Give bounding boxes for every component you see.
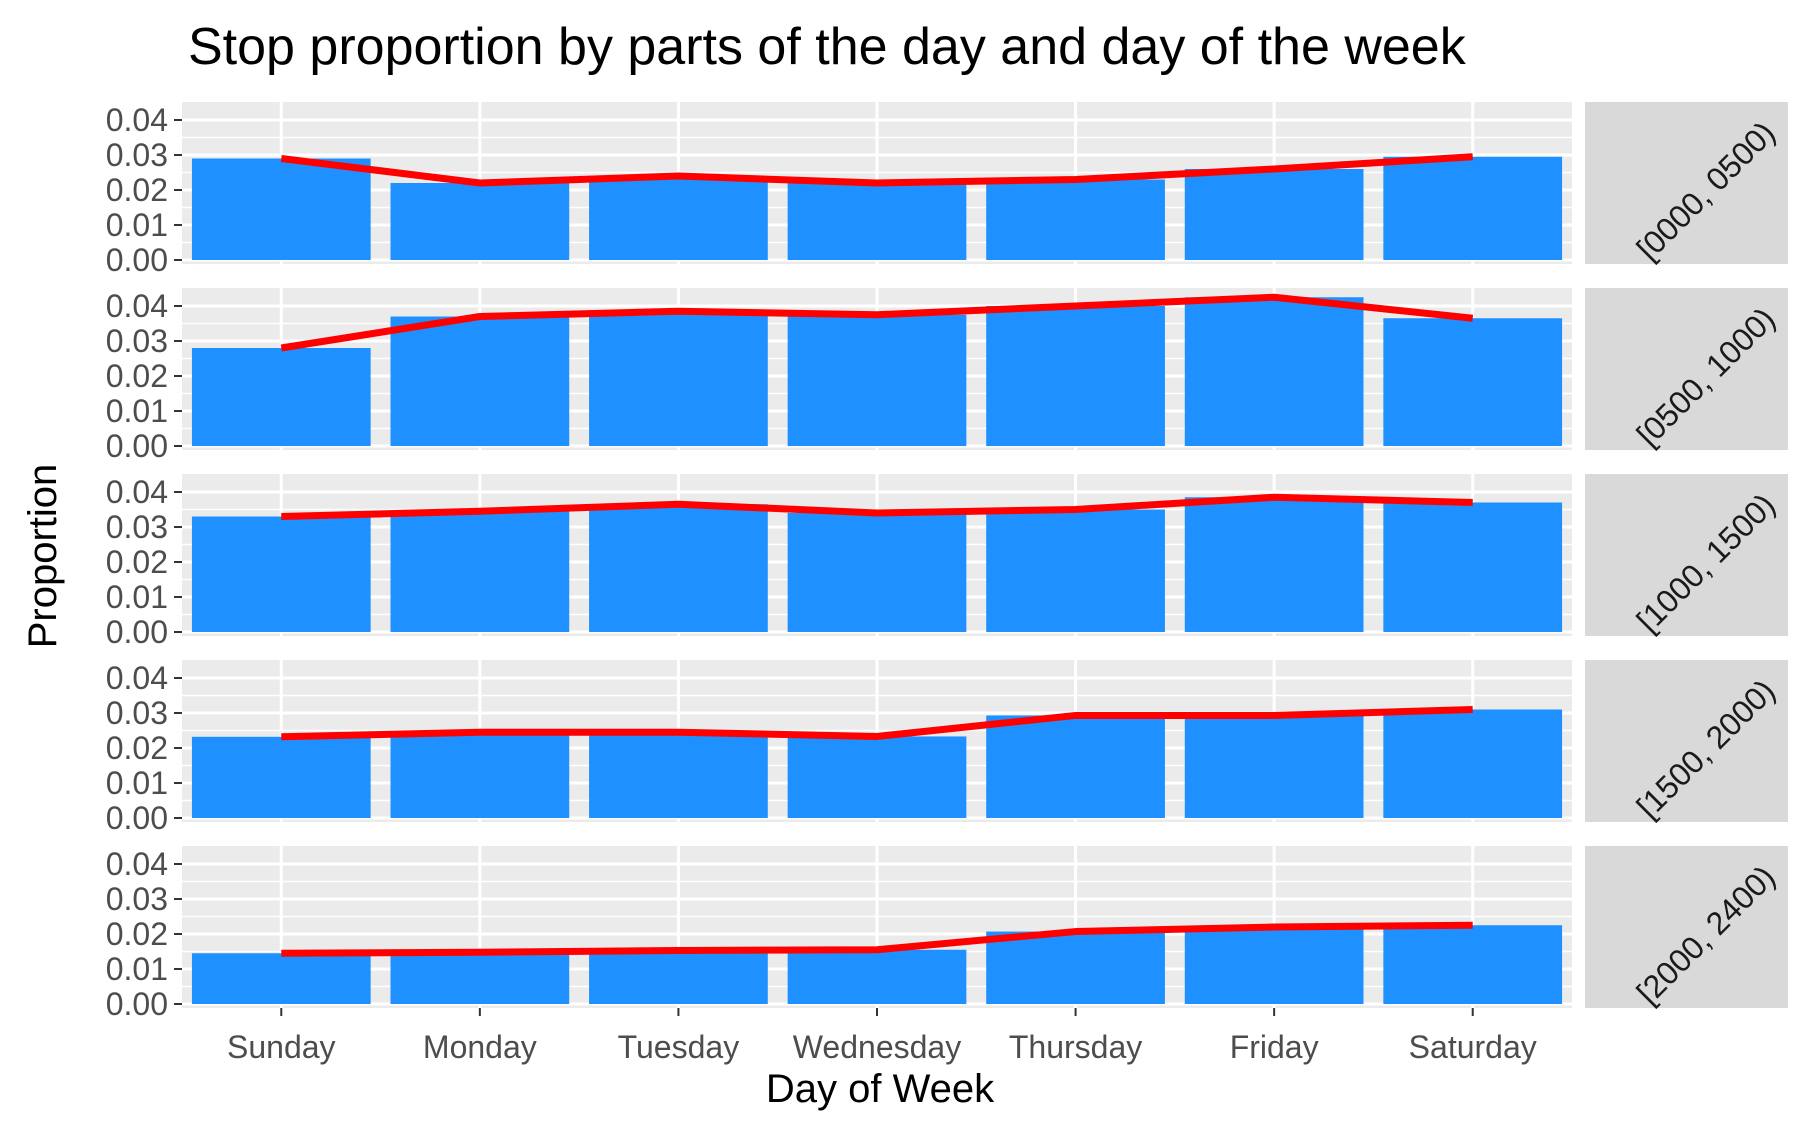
bar [1383, 925, 1563, 1004]
y-tick-label: 0.03 [106, 695, 168, 731]
y-tick-label: 0.04 [106, 660, 168, 696]
bar [986, 931, 1165, 1004]
y-tick-label: 0.00 [106, 242, 168, 278]
bar [986, 179, 1165, 260]
x-tick-label: Tuesday [618, 1029, 740, 1065]
facet-strip [1585, 474, 1788, 636]
series-line [281, 493, 1473, 520]
x-tick-label: Sunday [227, 1029, 336, 1065]
bar [1383, 318, 1563, 446]
bar [589, 732, 768, 818]
x-tick-label: Saturday [1409, 1029, 1537, 1065]
facet-strip [1585, 660, 1788, 822]
y-tick-label: 0.00 [106, 800, 168, 836]
bar [589, 176, 768, 260]
y-tick-label: 0.00 [106, 428, 168, 464]
bar [787, 736, 967, 818]
y-tick-label: 0.00 [106, 614, 168, 650]
facet-panel: 0.000.010.020.030.04 [2000, 2400) [106, 846, 1788, 1022]
series-line [280, 293, 1474, 352]
y-axis-title: Proportion [21, 464, 65, 649]
chart-title: Stop proportion by parts of the day and … [188, 18, 1467, 76]
bar [589, 504, 768, 632]
bar [191, 348, 371, 446]
y-tick-label: 0.03 [106, 509, 168, 545]
x-axis: Sunday Monday Tuesday Wednesday Thursday Frid… [227, 1008, 1537, 1065]
y-tick-label: 0.03 [106, 137, 168, 173]
bar [986, 306, 1165, 446]
bar [390, 183, 570, 260]
bar [1383, 156, 1563, 260]
bar [1383, 502, 1563, 632]
bar [986, 715, 1165, 818]
bar [390, 732, 570, 818]
bar [191, 516, 371, 632]
facet-panel: 0.000.010.020.030.04 [0000, 0500) [106, 102, 1788, 278]
y-tick-label: 0.02 [106, 172, 168, 208]
bar [986, 509, 1165, 632]
facet-panel: 0.000.010.020.030.04 [1000, 1500) [106, 474, 1788, 650]
y-tick-label: 0.02 [106, 358, 168, 394]
bar [1184, 927, 1364, 1004]
x-tick-label: Friday [1230, 1029, 1319, 1065]
y-tick-label: 0.04 [106, 474, 168, 510]
bar [1383, 709, 1563, 818]
bar [589, 311, 768, 446]
facet-strip [1585, 102, 1788, 264]
series-line [281, 706, 1473, 741]
bar [1184, 297, 1364, 446]
y-tick-label: 0.01 [106, 765, 168, 801]
y-tick-label: 0.01 [106, 579, 168, 615]
y-tick-label: 0.04 [106, 288, 168, 324]
bar [787, 183, 967, 260]
y-tick-label: 0.01 [106, 393, 168, 429]
facet-strip [1585, 846, 1788, 1008]
facet-panels: 0.000.010.020.030.04 [0000, 0500)0.000.01… [106, 102, 1788, 1022]
bar [390, 316, 570, 446]
x-tick-label: Wednesday [793, 1029, 961, 1065]
y-tick-label: 0.04 [106, 846, 168, 882]
facet-panel: 0.000.010.020.030.04 [1500, 2000) [106, 660, 1788, 836]
bar [1184, 715, 1364, 818]
bar [1184, 497, 1364, 632]
bar [589, 950, 768, 1004]
bar [390, 952, 570, 1004]
bar [787, 513, 967, 632]
bar [787, 314, 967, 446]
series-line [281, 921, 1473, 957]
bar [191, 953, 371, 1004]
series-line [280, 153, 1473, 187]
facet-panel: 0.000.010.020.030.04 [0500, 1000) [106, 288, 1788, 464]
y-tick-label: 0.04 [106, 102, 168, 138]
x-axis-title: Day of Week [766, 1067, 995, 1111]
bar [191, 736, 371, 818]
y-tick-label: 0.01 [106, 951, 168, 987]
bar [191, 158, 371, 260]
y-tick-label: 0.00 [106, 986, 168, 1022]
y-tick-label: 0.03 [106, 881, 168, 917]
y-tick-label: 0.02 [106, 730, 168, 766]
y-tick-label: 0.01 [106, 207, 168, 243]
y-tick-label: 0.02 [106, 544, 168, 580]
y-tick-label: 0.02 [106, 916, 168, 952]
x-tick-label: Thursday [1009, 1029, 1142, 1065]
bar [390, 511, 570, 632]
y-tick-label: 0.03 [106, 323, 168, 359]
bar [1184, 169, 1364, 260]
x-tick-label: Monday [423, 1029, 537, 1065]
bar [787, 949, 967, 1004]
facet-strip [1585, 288, 1788, 450]
